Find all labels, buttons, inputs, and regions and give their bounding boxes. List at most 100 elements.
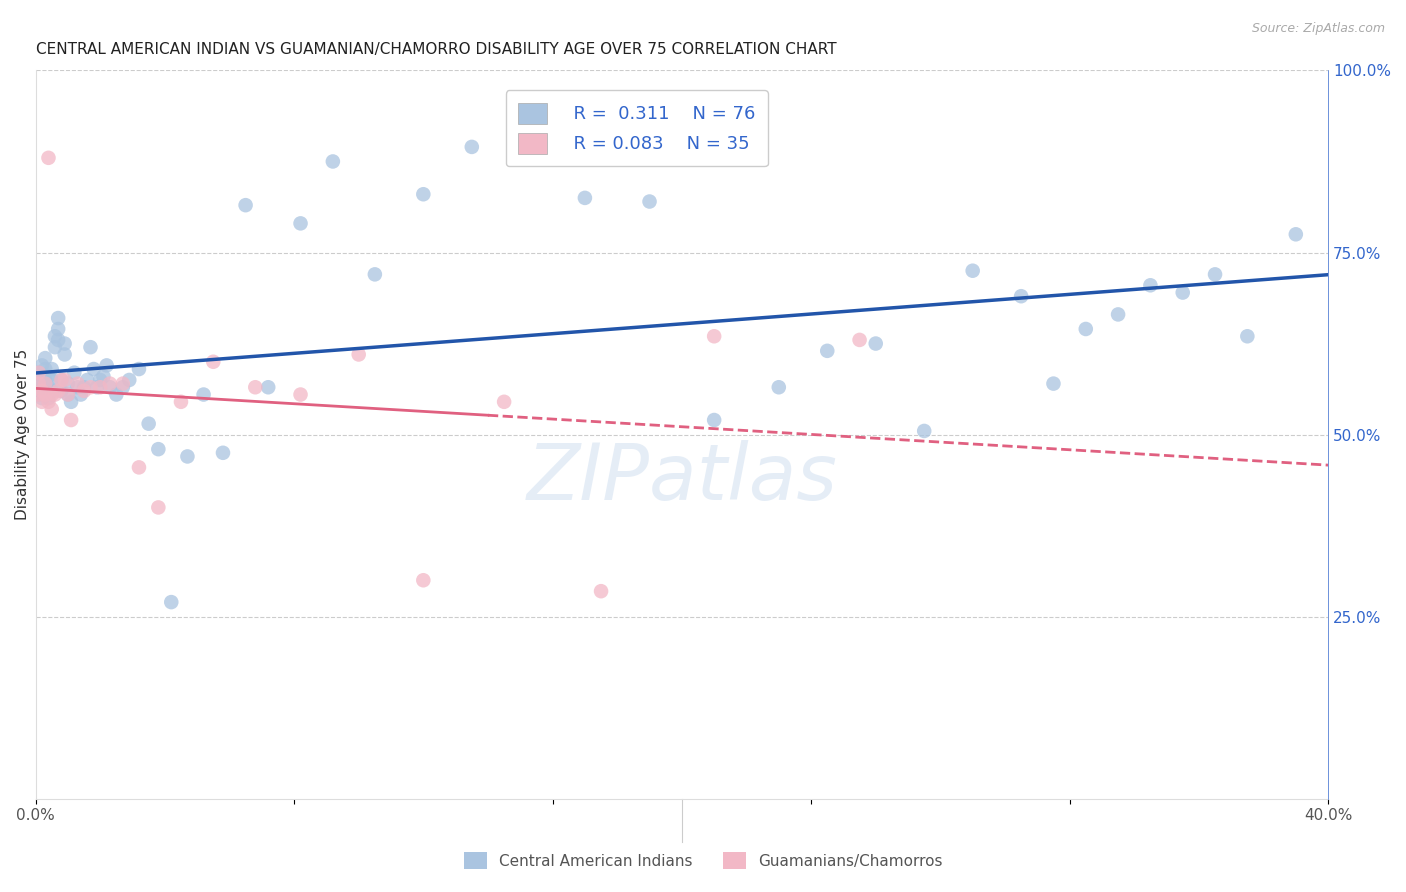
Point <box>53 373 76 387</box>
Point <box>290 387 312 401</box>
Point <box>41 362 63 376</box>
Point <box>574 191 596 205</box>
Point <box>703 413 725 427</box>
Point <box>37 380 59 394</box>
Point <box>53 336 76 351</box>
Point <box>60 394 83 409</box>
Point <box>46 333 69 347</box>
Point <box>56 387 79 401</box>
Point <box>31 369 53 384</box>
Legend:   R =  0.311    N = 76,   R = 0.083    N = 35: R = 0.311 N = 76, R = 0.083 N = 35 <box>506 90 768 167</box>
Point <box>138 417 160 431</box>
Point <box>89 380 111 394</box>
Point <box>31 359 53 373</box>
Point <box>148 442 170 457</box>
Point <box>73 384 96 398</box>
Point <box>34 376 56 391</box>
Point <box>118 373 141 387</box>
Point <box>1074 322 1097 336</box>
Point <box>34 384 56 398</box>
Point <box>28 366 51 380</box>
Point <box>44 340 66 354</box>
Point <box>28 387 51 401</box>
Y-axis label: Disability Age Over 75: Disability Age Over 75 <box>15 349 30 520</box>
Point <box>212 446 235 460</box>
Point <box>34 373 56 387</box>
Point <box>46 384 69 398</box>
Point <box>86 380 108 394</box>
Point <box>1042 376 1064 391</box>
Point <box>31 391 53 405</box>
Point <box>128 362 150 376</box>
Point <box>245 380 267 394</box>
Point <box>412 187 434 202</box>
Point <box>41 373 63 387</box>
Point <box>235 198 257 212</box>
Point <box>28 366 51 380</box>
Point <box>51 373 73 387</box>
Point <box>170 394 193 409</box>
Point <box>76 373 98 387</box>
Point <box>912 424 935 438</box>
Point <box>1107 307 1129 321</box>
Point <box>60 413 83 427</box>
Point <box>93 369 115 384</box>
Point <box>815 343 838 358</box>
Point <box>768 380 790 394</box>
Point <box>111 376 134 391</box>
Point <box>865 336 887 351</box>
Point <box>703 329 725 343</box>
Point <box>28 376 51 391</box>
Point <box>364 268 387 282</box>
Point <box>44 329 66 343</box>
Point <box>347 347 370 361</box>
Point <box>128 460 150 475</box>
Point <box>148 500 170 515</box>
Point <box>79 340 101 354</box>
Point <box>46 311 69 326</box>
Point <box>69 387 91 401</box>
Point <box>962 263 984 277</box>
Point <box>31 380 53 394</box>
Point <box>34 351 56 365</box>
Point <box>28 387 51 401</box>
Point <box>37 151 59 165</box>
Point <box>509 151 531 165</box>
Point <box>111 380 134 394</box>
Point <box>31 394 53 409</box>
Text: ZIPatlas: ZIPatlas <box>526 441 838 516</box>
Point <box>56 387 79 401</box>
Point <box>1010 289 1032 303</box>
Point <box>461 140 484 154</box>
Point <box>1285 227 1308 242</box>
Point <box>83 362 105 376</box>
Point <box>589 584 612 599</box>
Point <box>1204 268 1226 282</box>
Point <box>34 362 56 376</box>
Text: CENTRAL AMERICAN INDIAN VS GUAMANIAN/CHAMORRO DISABILITY AGE OVER 75 CORRELATION: CENTRAL AMERICAN INDIAN VS GUAMANIAN/CHA… <box>35 42 837 57</box>
Point <box>290 216 312 230</box>
Point <box>160 595 183 609</box>
Point <box>96 359 118 373</box>
Point <box>46 322 69 336</box>
Point <box>53 347 76 361</box>
Point <box>37 369 59 384</box>
Point <box>98 376 121 391</box>
Point <box>1236 329 1258 343</box>
Point <box>202 355 225 369</box>
Point <box>89 373 111 387</box>
Point <box>41 402 63 417</box>
Point <box>28 376 51 391</box>
Point <box>31 384 53 398</box>
Point <box>638 194 661 209</box>
Point <box>1139 278 1161 293</box>
Point <box>105 387 128 401</box>
Point <box>51 384 73 398</box>
Point <box>66 380 89 394</box>
Text: Source: ZipAtlas.com: Source: ZipAtlas.com <box>1251 22 1385 36</box>
Point <box>257 380 280 394</box>
Point <box>73 380 96 394</box>
Point <box>44 387 66 401</box>
Legend: Central American Indians, Guamanians/Chamorros: Central American Indians, Guamanians/Cha… <box>457 846 949 875</box>
Point <box>176 450 198 464</box>
